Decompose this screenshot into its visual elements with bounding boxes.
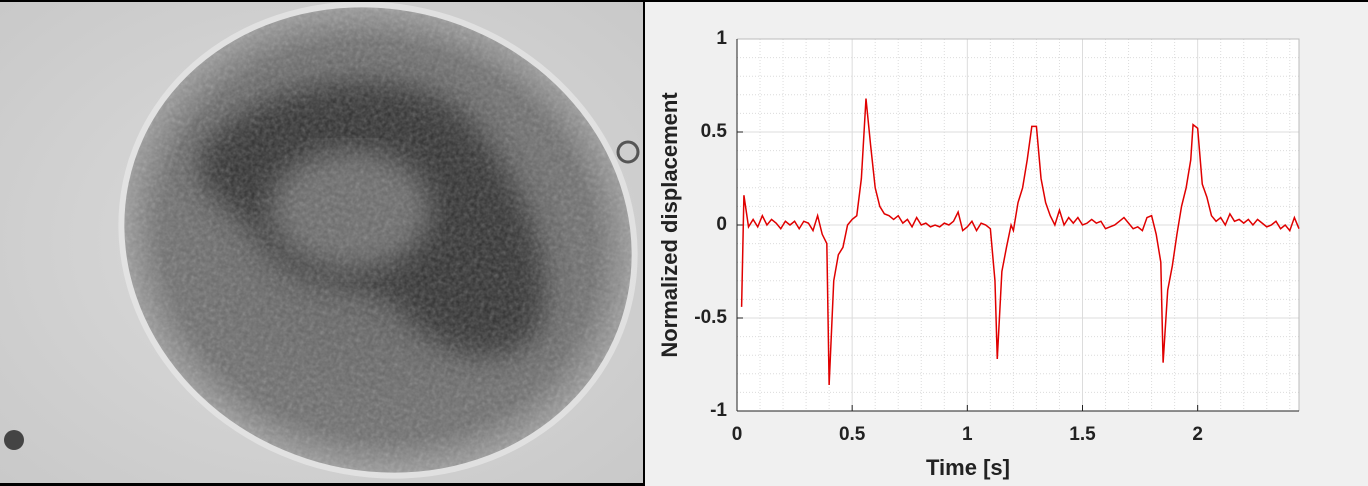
y-tick-label: 1 — [716, 28, 727, 49]
y-tick-label: 0 — [716, 214, 727, 235]
x-tick-label: 0.5 — [839, 424, 866, 445]
y-axis-label: Normalized displacement — [657, 92, 682, 358]
y-tick-label: -0.5 — [694, 307, 727, 328]
y-tick-label: -1 — [710, 400, 727, 421]
x-tick-label: 1 — [962, 424, 973, 445]
axis-box — [737, 38, 1300, 411]
data-line — [740, 98, 1300, 385]
micrograph — [0, 2, 643, 483]
x-tick-label: 2 — [1192, 424, 1203, 445]
x-axis-label: Time [s] — [926, 455, 1010, 480]
x-tick-label: 0 — [732, 424, 743, 445]
y-tick-label: 0.5 — [701, 121, 728, 142]
x-tick-label: 1.5 — [1069, 424, 1096, 445]
line-chart: 0 0.5 1 1.5 2 -1 -0.5 0 0.5 1 Time [s] Normalized d… — [657, 28, 1300, 480]
